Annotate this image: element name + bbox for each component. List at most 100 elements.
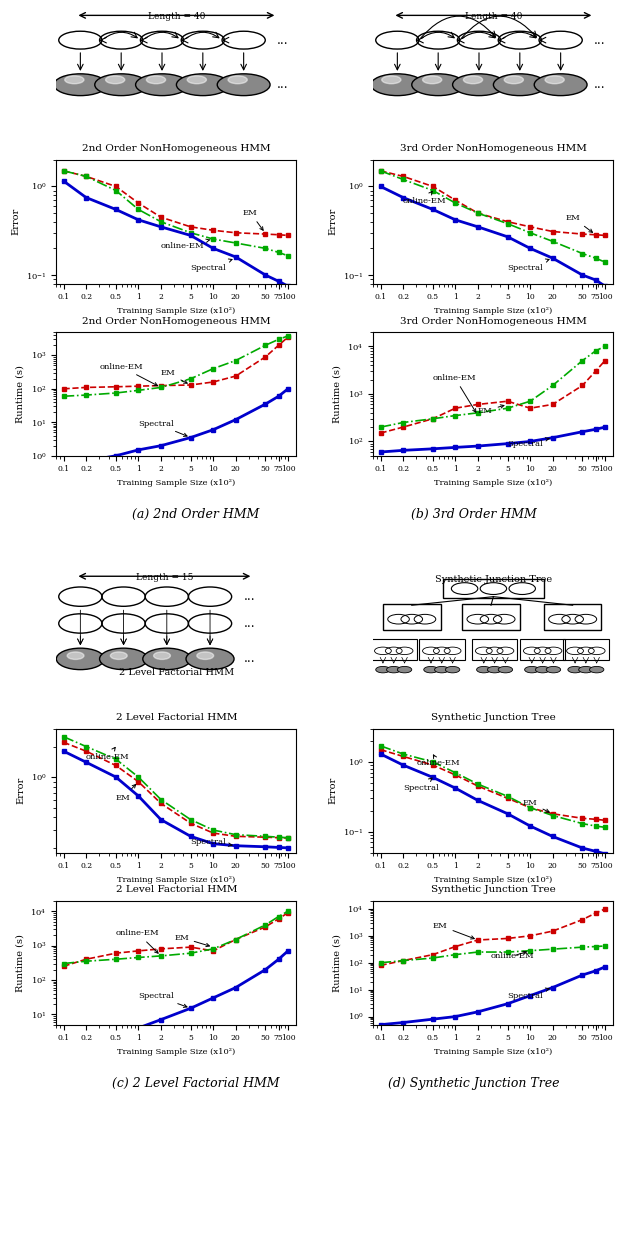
Text: EM: EM <box>478 404 504 415</box>
Circle shape <box>143 649 191 670</box>
Text: 2 Level Factorial HMM: 2 Level Factorial HMM <box>119 668 234 677</box>
Circle shape <box>534 74 587 95</box>
Text: ...: ... <box>277 33 289 47</box>
Text: Spectral: Spectral <box>138 992 187 1007</box>
Circle shape <box>498 666 513 673</box>
Circle shape <box>382 76 401 84</box>
Text: Spectral: Spectral <box>138 419 187 436</box>
Circle shape <box>504 76 523 84</box>
Text: (c) 2 Level Factorial HMM: (c) 2 Level Factorial HMM <box>112 1076 279 1090</box>
Text: EM: EM <box>174 934 210 946</box>
Circle shape <box>371 74 424 95</box>
X-axis label: Training Sample Size (x10²): Training Sample Size (x10²) <box>117 1048 235 1056</box>
Circle shape <box>423 76 442 84</box>
Circle shape <box>386 666 401 673</box>
Text: online-EM: online-EM <box>433 373 476 412</box>
Title: 2 Level Factorial HMM: 2 Level Factorial HMM <box>116 713 237 723</box>
Text: ...: ... <box>277 78 289 92</box>
Circle shape <box>146 76 166 84</box>
Text: EM: EM <box>116 785 136 801</box>
Text: EM: EM <box>243 208 263 231</box>
Text: EM: EM <box>523 799 549 812</box>
Circle shape <box>106 76 125 84</box>
Y-axis label: Error: Error <box>16 777 25 805</box>
Circle shape <box>525 666 539 673</box>
Circle shape <box>197 652 213 660</box>
Text: Length = 15: Length = 15 <box>136 573 193 582</box>
X-axis label: Training Sample Size (x10²): Training Sample Size (x10²) <box>434 875 553 884</box>
Y-axis label: Runtime (s): Runtime (s) <box>333 934 342 992</box>
Text: Spectral: Spectral <box>508 438 549 448</box>
Circle shape <box>64 76 84 84</box>
Text: Spectral: Spectral <box>191 259 232 272</box>
Text: (a) 2nd Order HMM: (a) 2nd Order HMM <box>132 508 259 521</box>
Title: 2nd Order NonHomogeneous HMM: 2nd Order NonHomogeneous HMM <box>82 144 270 154</box>
Circle shape <box>187 76 207 84</box>
Circle shape <box>95 74 148 95</box>
Circle shape <box>398 666 412 673</box>
Circle shape <box>67 652 84 660</box>
Circle shape <box>488 666 502 673</box>
Y-axis label: Error: Error <box>329 777 337 805</box>
Circle shape <box>100 649 148 670</box>
Title: Synthetic Junction Tree: Synthetic Junction Tree <box>431 885 556 894</box>
X-axis label: Training Sample Size (x10²): Training Sample Size (x10²) <box>117 875 235 884</box>
Text: Synthetic Junction Tree: Synthetic Junction Tree <box>435 575 552 584</box>
X-axis label: Training Sample Size (x10²): Training Sample Size (x10²) <box>434 308 553 315</box>
Title: Synthetic Junction Tree: Synthetic Junction Tree <box>431 713 556 723</box>
X-axis label: Training Sample Size (x10²): Training Sample Size (x10²) <box>434 1048 553 1056</box>
Circle shape <box>545 76 564 84</box>
Title: 3rd Order NonHomogeneous HMM: 3rd Order NonHomogeneous HMM <box>400 144 587 154</box>
Text: ...: ... <box>594 33 606 47</box>
Text: EM: EM <box>566 213 593 232</box>
Text: online-EM: online-EM <box>403 191 447 205</box>
Circle shape <box>177 74 229 95</box>
Text: online-EM: online-EM <box>161 239 210 250</box>
Text: Spectral: Spectral <box>191 838 232 847</box>
X-axis label: Training Sample Size (x10²): Training Sample Size (x10²) <box>434 479 553 487</box>
X-axis label: Training Sample Size (x10²): Training Sample Size (x10²) <box>117 479 235 487</box>
Text: (b) 3rd Order HMM: (b) 3rd Order HMM <box>411 508 537 521</box>
Text: ...: ... <box>244 590 255 603</box>
Text: ...: ... <box>594 78 606 92</box>
Circle shape <box>535 666 550 673</box>
Text: Spectral: Spectral <box>403 777 439 791</box>
Text: EM: EM <box>433 921 475 939</box>
Text: ...: ... <box>244 652 255 666</box>
Y-axis label: Runtime (s): Runtime (s) <box>16 934 25 992</box>
Circle shape <box>56 649 105 670</box>
Circle shape <box>476 666 491 673</box>
Circle shape <box>434 666 449 673</box>
Circle shape <box>578 666 593 673</box>
Y-axis label: Error: Error <box>329 208 337 236</box>
Y-axis label: Runtime (s): Runtime (s) <box>333 365 342 423</box>
Text: online-EM: online-EM <box>116 929 160 954</box>
Circle shape <box>590 666 604 673</box>
Text: Length = 40: Length = 40 <box>464 12 522 21</box>
Text: online-EM: online-EM <box>416 755 460 768</box>
Text: EM: EM <box>161 370 187 383</box>
Circle shape <box>136 74 188 95</box>
Text: Spectral: Spectral <box>508 988 549 999</box>
Y-axis label: Error: Error <box>11 208 21 236</box>
Title: 2 Level Factorial HMM: 2 Level Factorial HMM <box>116 885 237 894</box>
Circle shape <box>568 666 582 673</box>
Circle shape <box>186 649 234 670</box>
X-axis label: Training Sample Size (x10²): Training Sample Size (x10²) <box>117 308 235 315</box>
Circle shape <box>153 652 170 660</box>
Text: Length = 40: Length = 40 <box>148 12 205 21</box>
Circle shape <box>453 74 505 95</box>
Circle shape <box>376 666 390 673</box>
Circle shape <box>424 666 438 673</box>
Title: 3rd Order NonHomogeneous HMM: 3rd Order NonHomogeneous HMM <box>400 316 587 326</box>
Circle shape <box>546 666 561 673</box>
Text: online-EM: online-EM <box>491 951 535 960</box>
Circle shape <box>463 76 483 84</box>
Circle shape <box>110 652 127 660</box>
Y-axis label: Runtime (s): Runtime (s) <box>16 365 25 423</box>
Circle shape <box>217 74 270 95</box>
Circle shape <box>445 666 459 673</box>
Circle shape <box>493 74 546 95</box>
Text: online-EM: online-EM <box>86 748 130 761</box>
Text: Spectral: Spectral <box>508 259 549 272</box>
